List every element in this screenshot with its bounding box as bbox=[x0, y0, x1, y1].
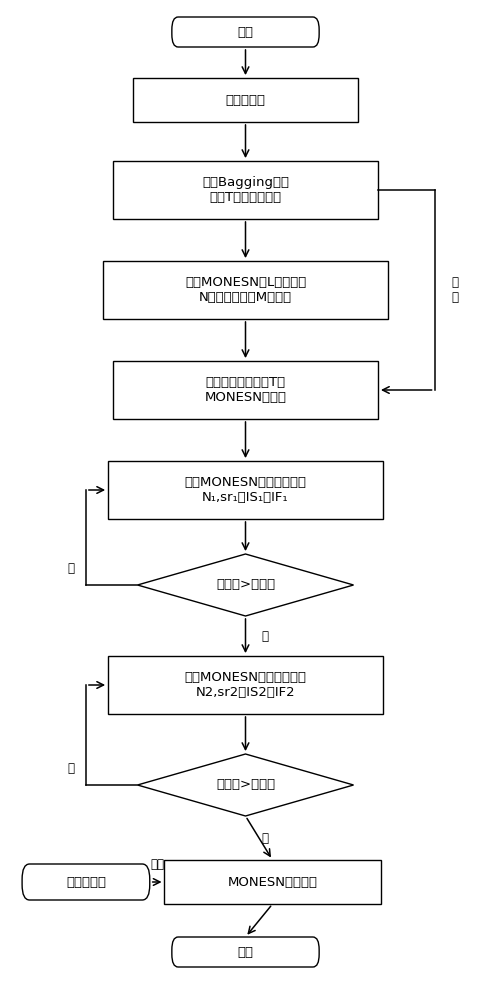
Text: 测试数据集: 测试数据集 bbox=[66, 876, 106, 888]
FancyBboxPatch shape bbox=[172, 937, 319, 967]
Text: 是: 是 bbox=[262, 630, 269, 643]
FancyBboxPatch shape bbox=[108, 656, 383, 714]
Polygon shape bbox=[137, 554, 354, 616]
Text: 设置MONESN的自由参数集
N₁,sr₁，IS₁，IF₁: 设置MONESN的自由参数集 N₁,sr₁，IS₁，IF₁ bbox=[185, 476, 306, 504]
Text: 预测值>真实值: 预测值>真实值 bbox=[216, 578, 275, 591]
Text: 初始化权值，得到T个
MONESN子模型: 初始化权值，得到T个 MONESN子模型 bbox=[204, 376, 287, 404]
Text: 数据预处理: 数据预处理 bbox=[225, 94, 266, 106]
Text: 设置MONESN的L维输入，
N维内部变量，M维输出: 设置MONESN的L维输入， N维内部变量，M维输出 bbox=[185, 276, 306, 304]
Text: 否: 否 bbox=[68, 762, 75, 776]
Text: 设置MONESN的自由参数集
N2,sr2，IS2，IF2: 设置MONESN的自由参数集 N2,sr2，IS2，IF2 bbox=[185, 671, 306, 699]
FancyBboxPatch shape bbox=[164, 860, 381, 904]
Text: 预测值>真实值: 预测值>真实值 bbox=[216, 778, 275, 792]
FancyBboxPatch shape bbox=[113, 361, 378, 419]
FancyBboxPatch shape bbox=[103, 261, 388, 319]
FancyBboxPatch shape bbox=[113, 161, 378, 219]
FancyBboxPatch shape bbox=[108, 461, 383, 519]
Text: MONESN输出融合: MONESN输出融合 bbox=[227, 876, 318, 888]
Text: 驱动: 驱动 bbox=[150, 858, 164, 870]
Text: 是: 是 bbox=[262, 832, 269, 844]
Text: 否: 否 bbox=[68, 562, 75, 576]
Text: 驱
动: 驱 动 bbox=[452, 276, 459, 304]
Polygon shape bbox=[137, 754, 354, 816]
FancyBboxPatch shape bbox=[22, 864, 150, 900]
FancyBboxPatch shape bbox=[172, 17, 319, 47]
Text: 结束: 结束 bbox=[238, 946, 253, 958]
Text: 开始: 开始 bbox=[238, 25, 253, 38]
FancyBboxPatch shape bbox=[133, 78, 358, 122]
Text: 采用Bagging算法
得到T个新的训练集: 采用Bagging算法 得到T个新的训练集 bbox=[202, 176, 289, 204]
